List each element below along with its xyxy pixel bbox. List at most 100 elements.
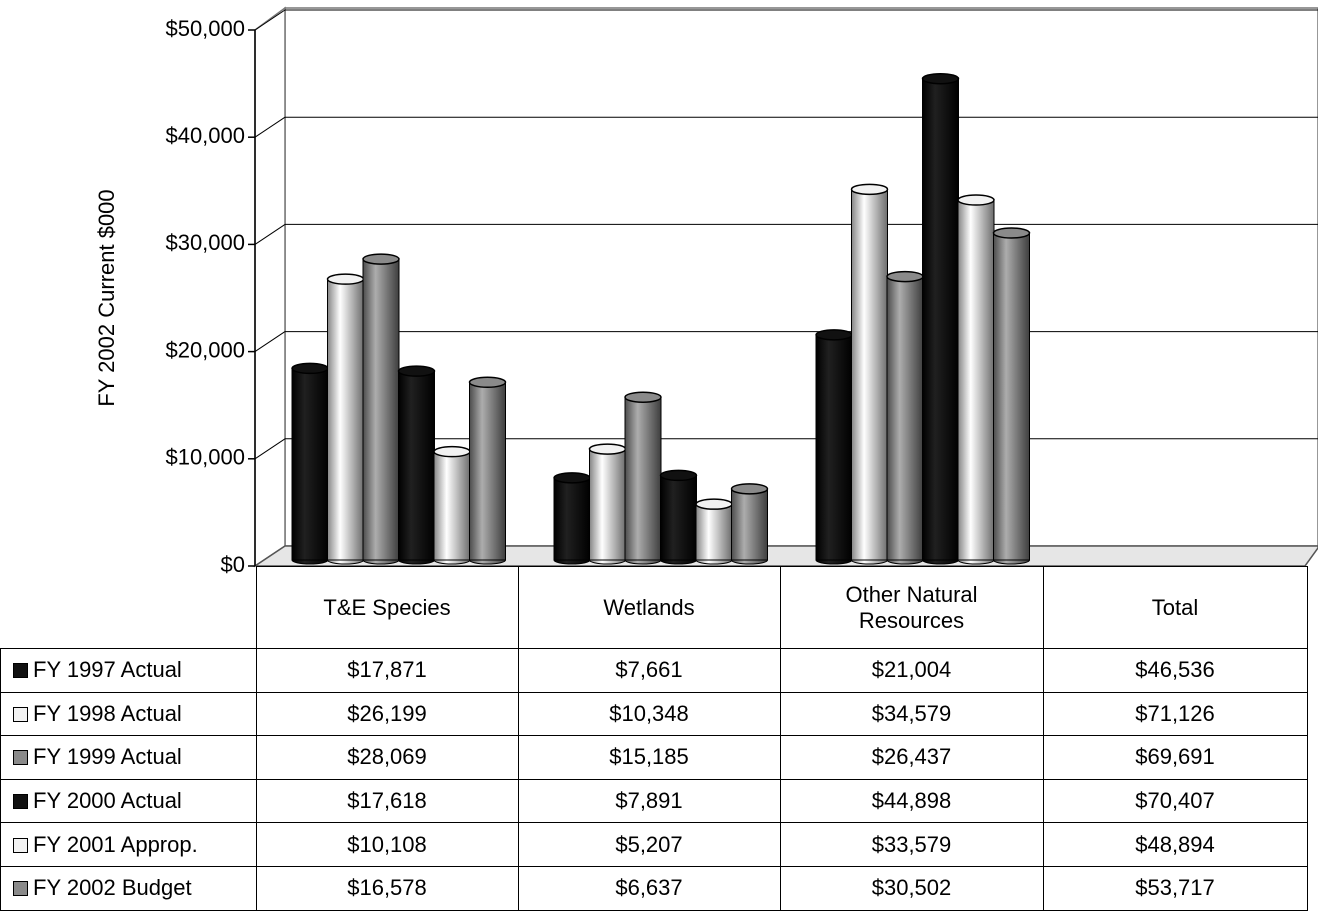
- data-label: $5,207: [517, 822, 781, 867]
- grid-line: [254, 438, 286, 460]
- total-label: $46,536: [1042, 648, 1308, 693]
- legend-label: FY 1997 Actual: [33, 657, 182, 683]
- bar: [291, 367, 329, 561]
- y-axis-title: FY 2002 Current $000: [94, 189, 119, 406]
- bar: [362, 258, 400, 561]
- bar: [695, 503, 733, 561]
- grid-line: [254, 223, 286, 245]
- x-tick-label-text: Other Natural Resources: [845, 581, 978, 633]
- bar-top: [815, 329, 853, 341]
- x-tick-label-text: T&E Species: [323, 594, 451, 620]
- legend-label: FY 2002 Budget: [33, 875, 192, 901]
- total-label-text: $70,407: [1135, 788, 1215, 814]
- bar: [851, 188, 888, 561]
- data-label-text: $16,578: [347, 875, 427, 901]
- data-label-text: $7,891: [615, 788, 683, 814]
- bar-top: [588, 443, 627, 455]
- total-label-text: $71,126: [1135, 700, 1215, 726]
- data-label-text: $28,069: [347, 744, 427, 770]
- grid-line: [254, 9, 286, 31]
- legend-swatch: [13, 881, 28, 897]
- data-label: $26,437: [779, 735, 1044, 780]
- data-label: $26,199: [255, 691, 519, 737]
- x-tick-label: Total: [1042, 566, 1308, 649]
- bar-top: [397, 365, 436, 377]
- data-label: $7,661: [517, 648, 781, 693]
- data-label-text: $30,502: [871, 875, 952, 901]
- bar: [398, 370, 435, 561]
- bar: [886, 276, 924, 561]
- data-label: $44,898: [779, 778, 1044, 824]
- legend-swatch: [13, 663, 28, 679]
- y-tick-label: $20,000: [165, 337, 245, 362]
- bar: [433, 451, 471, 561]
- bar-top: [850, 183, 889, 196]
- data-label-text: $33,579: [871, 831, 952, 857]
- legend-label: FY 1998 Actual: [33, 700, 182, 726]
- data-label-text: $6,637: [615, 875, 683, 901]
- data-label-text: $21,004: [871, 657, 952, 683]
- data-label-text: $5,207: [615, 831, 683, 857]
- bar-top: [992, 227, 1031, 239]
- legend-swatch: [13, 794, 28, 810]
- grid-line: [254, 331, 286, 353]
- legend-swatch: [13, 706, 28, 722]
- data-label: $30,502: [779, 865, 1044, 911]
- bar-top: [695, 498, 733, 510]
- total-label: $69,691: [1042, 735, 1308, 780]
- data-label: $16,578: [255, 865, 519, 911]
- legend-entry: FY 2001 Approp.: [0, 822, 257, 867]
- total-label: $53,717: [1042, 865, 1308, 911]
- bar-top: [433, 445, 471, 458]
- data-label: $7,891: [517, 778, 781, 824]
- bar-top: [921, 72, 960, 85]
- data-label: $6,637: [517, 865, 781, 911]
- total-label-text: $69,691: [1135, 744, 1215, 770]
- legend-entry: FY 1998 Actual: [0, 691, 257, 737]
- data-label: $33,579: [779, 822, 1044, 867]
- y-tick-label: $50,000: [165, 16, 245, 41]
- y-tick-label: $30,000: [165, 230, 245, 255]
- data-label-text: $17,871: [347, 657, 427, 683]
- legend-swatch: [13, 750, 28, 766]
- total-label: $48,894: [1042, 822, 1308, 867]
- data-label: $10,108: [255, 822, 519, 867]
- bar: [589, 448, 626, 561]
- bar-top: [553, 472, 591, 484]
- total-label: $70,407: [1042, 778, 1308, 824]
- data-table: T&E Species Wetlands Other Natural Resourc…: [0, 566, 1308, 911]
- bar: [922, 78, 959, 561]
- bar: [327, 278, 364, 561]
- bar-top: [468, 376, 507, 389]
- data-label: $15,185: [517, 735, 781, 780]
- data-label: $17,618: [255, 778, 519, 824]
- bar: [731, 488, 768, 561]
- bar-top: [659, 469, 698, 482]
- data-label-text: $44,898: [871, 788, 952, 814]
- data-label: $28,069: [255, 735, 519, 780]
- grid-line: [254, 116, 286, 138]
- bar-top: [957, 194, 995, 206]
- x-tick-label: Other Natural Resources: [779, 566, 1044, 649]
- bar: [815, 334, 853, 561]
- data-label-text: $17,618: [347, 788, 427, 814]
- x-tick-label: Wetlands: [517, 566, 781, 649]
- legend-entry: FY 2000 Actual: [0, 778, 257, 824]
- x-tick-label-text: Wetlands: [603, 594, 695, 620]
- bar: [957, 199, 995, 561]
- legend-entry: FY 2002 Budget: [0, 865, 257, 911]
- bar-top: [362, 253, 400, 265]
- total-label-text: $48,894: [1135, 831, 1215, 857]
- data-label-text: $10,108: [347, 831, 427, 857]
- legend-label: FY 2001 Approp.: [33, 831, 198, 857]
- bar-top: [291, 362, 329, 375]
- data-label-text: $26,199: [347, 700, 427, 726]
- data-label: $34,579: [779, 691, 1044, 737]
- data-label-text: $7,661: [615, 657, 683, 683]
- data-label: $10,348: [517, 691, 781, 737]
- total-label-text: $53,717: [1135, 875, 1215, 901]
- legend-label: FY 2000 Actual: [33, 788, 182, 814]
- y-tick-label: $10,000: [165, 445, 245, 470]
